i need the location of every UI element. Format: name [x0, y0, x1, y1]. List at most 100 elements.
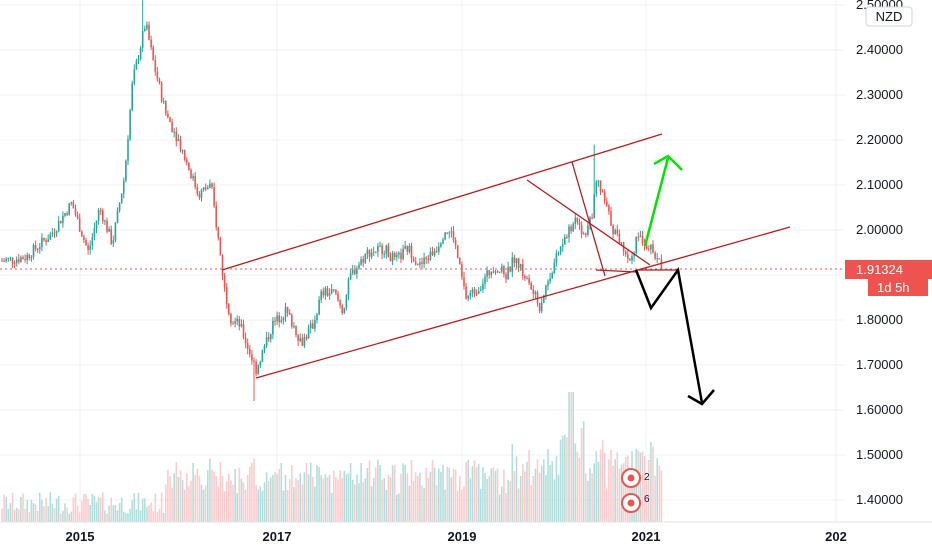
- drawing-tools[interactable]: [221, 133, 791, 406]
- candle-body: [637, 236, 640, 238]
- candle-body: [624, 251, 627, 255]
- volume-bar: [148, 505, 150, 522]
- volume-bar: [517, 488, 520, 522]
- candle-body: [610, 211, 612, 226]
- volume-bar: [20, 496, 22, 522]
- bullish-arrow[interactable]: [643, 157, 670, 247]
- candle-body: [650, 244, 652, 250]
- candle-body: [452, 231, 455, 241]
- volume-bar: [402, 463, 404, 522]
- candle-body: [194, 176, 196, 187]
- candle-body: [442, 239, 444, 244]
- volume-bar: [612, 465, 614, 522]
- volume-bar: [522, 463, 524, 522]
- event-dot-icon: [627, 474, 635, 482]
- volume-bar: [425, 467, 427, 522]
- candle-body: [385, 245, 388, 254]
- bearish-path[interactable]: [634, 266, 704, 404]
- volume-bar: [30, 499, 33, 522]
- candle-body: [74, 208, 77, 215]
- volume-bar: [372, 477, 375, 522]
- volume-bar: [555, 455, 558, 522]
- volume-bar: [576, 451, 579, 522]
- volume-bar: [465, 461, 467, 522]
- volume-bar: [259, 486, 262, 522]
- candle-body: [551, 273, 553, 279]
- y-tick-label: 2.10000: [856, 177, 903, 192]
- candle-body: [370, 252, 373, 257]
- wedge-base-line[interactable]: [595, 269, 637, 273]
- candle-body: [139, 47, 142, 59]
- candle-body: [64, 213, 66, 216]
- candle-body: [125, 160, 127, 181]
- volume-bar: [13, 509, 16, 522]
- volume-bar: [68, 513, 70, 522]
- candle-body: [330, 289, 333, 294]
- wedge-upper-line[interactable]: [526, 179, 651, 266]
- volume-bar: [381, 480, 383, 522]
- volume-bar: [39, 492, 41, 522]
- candle-body: [389, 257, 392, 262]
- volume-bar: [620, 464, 623, 522]
- volume-bar: [423, 487, 425, 522]
- price-badge-value: 1.91324: [856, 262, 903, 277]
- candle-body: [9, 257, 12, 259]
- volume-bar: [473, 460, 476, 522]
- volume-bar: [448, 467, 451, 522]
- event-marker-1[interactable]: 2: [621, 468, 650, 488]
- candle-body: [127, 139, 129, 161]
- volume-bar: [561, 435, 564, 522]
- candle-body: [305, 337, 308, 339]
- channel-upper-line[interactable]: [221, 133, 663, 271]
- bearish-arrowhead[interactable]: [687, 389, 715, 406]
- candle-body: [93, 227, 96, 237]
- volume-bar: [158, 508, 161, 522]
- volume-bar: [244, 489, 247, 522]
- candle-body: [366, 249, 369, 254]
- candle-body: [141, 31, 144, 48]
- candle-body: [36, 249, 39, 251]
- event-marker-2[interactable]: 6: [621, 493, 650, 513]
- volume-bar: [181, 480, 184, 522]
- time-axis[interactable]: 2015 2017 2019 2021 202: [0, 521, 932, 544]
- volume-bar: [658, 465, 661, 522]
- candle-body: [454, 240, 457, 246]
- volume-bar: [261, 490, 264, 522]
- volume-bar: [83, 494, 85, 522]
- wedge-lower-line[interactable]: [571, 161, 606, 277]
- candle-body: [381, 245, 383, 254]
- channel-lower-line[interactable]: [255, 226, 791, 379]
- candle-body: [57, 220, 60, 232]
- candle-body: [282, 317, 285, 321]
- candle-body: [585, 233, 587, 235]
- candle-body: [297, 335, 299, 341]
- candle-body: [658, 258, 661, 260]
- volume-bar: [116, 510, 119, 522]
- volume-bar: [345, 474, 348, 522]
- candle-body: [517, 258, 520, 269]
- candle-body: [477, 290, 480, 295]
- volume-bar: [169, 476, 171, 522]
- volume-bar: [141, 498, 144, 522]
- candle-body: [402, 248, 404, 260]
- candle-body: [408, 245, 411, 252]
- volume-bar: [228, 473, 230, 522]
- bullish-arrowhead[interactable]: [653, 154, 683, 171]
- candle-body: [110, 229, 112, 244]
- volume-bar: [251, 462, 253, 522]
- candle-body: [465, 286, 467, 299]
- volume-bar: [295, 478, 297, 522]
- candle-body: [41, 237, 43, 248]
- price-badge: [845, 260, 932, 279]
- candle-body: [601, 191, 604, 193]
- candle-body: [364, 253, 367, 263]
- volume-bar: [144, 498, 146, 522]
- candle-body: [267, 337, 270, 340]
- candle-body: [526, 278, 528, 280]
- volume-bar: [207, 470, 209, 522]
- volume-bar: [543, 459, 545, 522]
- volume-bar: [370, 486, 373, 522]
- volume-bar: [406, 473, 409, 522]
- volume-bar: [454, 469, 457, 522]
